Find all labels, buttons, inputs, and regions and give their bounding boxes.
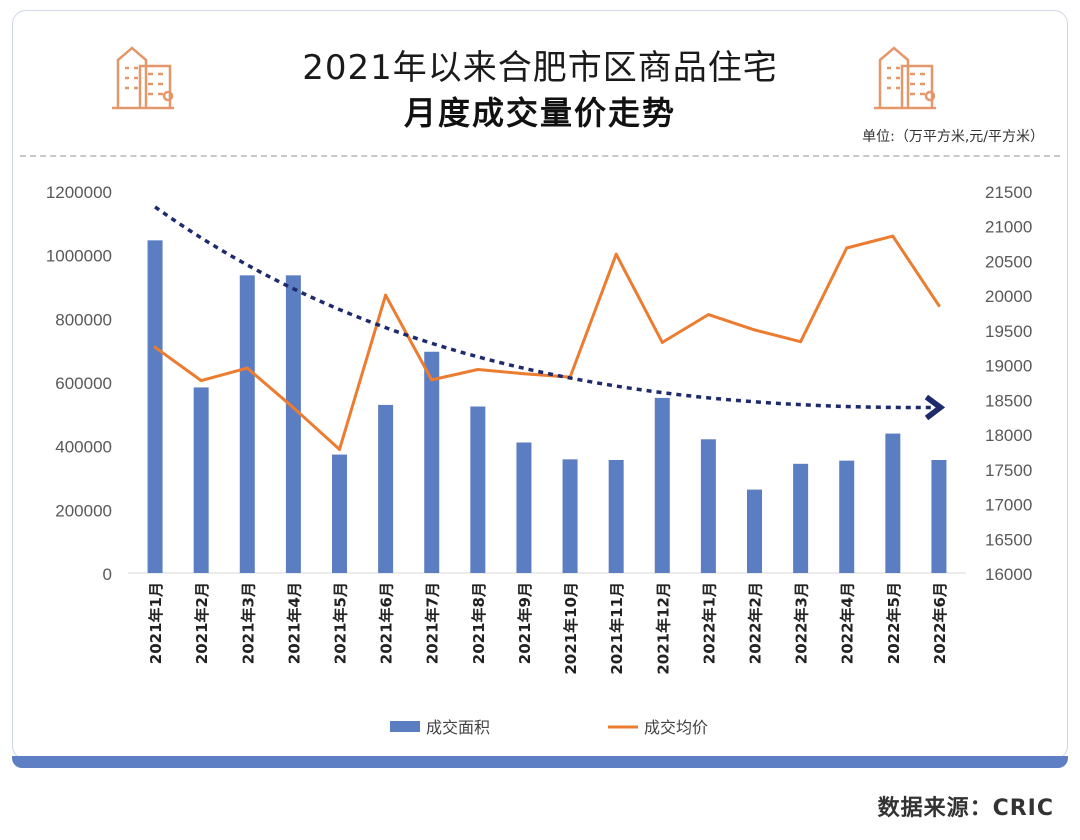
right-axis-tick-label: 20000 xyxy=(985,287,1032,306)
price-point-11 xyxy=(614,252,618,256)
right-axis-tick-label: 17500 xyxy=(985,461,1032,480)
right-axis-tick-label: 16500 xyxy=(985,530,1032,549)
combo-chart: 0 200000 400000 600000 800000 1000000 1200000 1… xyxy=(46,183,1032,737)
left-axis-tick-label: 200000 xyxy=(55,501,112,520)
bar-10 xyxy=(562,459,578,573)
right-axis-tick-label: 17000 xyxy=(985,496,1032,515)
bar-3 xyxy=(239,275,255,573)
x-tick-label: 2021年11月 xyxy=(608,582,626,675)
bar-16 xyxy=(839,460,855,573)
price-point-1 xyxy=(153,345,157,349)
price-line xyxy=(154,234,941,451)
bar-14 xyxy=(747,489,762,573)
x-tick-label: 2021年8月 xyxy=(470,582,488,664)
x-tick-label: 2022年3月 xyxy=(793,582,811,664)
header-divider xyxy=(20,155,1060,157)
right-axis-tick-label: 18500 xyxy=(985,391,1032,410)
left-axis-tick-label: 1200000 xyxy=(46,183,112,202)
chart-card xyxy=(12,10,1068,760)
price-point-5 xyxy=(338,447,341,451)
price-point-9 xyxy=(522,372,526,376)
bar-1 xyxy=(147,240,163,573)
x-tick-label: 2021年4月 xyxy=(285,582,303,664)
x-tick-label: 2021年1月 xyxy=(147,582,165,664)
bar-11 xyxy=(608,459,624,573)
chart-subtitle: 月度成交量价走势 xyxy=(403,94,676,132)
legend-label: 成交面积 xyxy=(426,718,490,737)
price-point-12 xyxy=(660,340,664,344)
x-tick-label: 2021年2月 xyxy=(193,582,211,664)
left-axis-tick-label: 800000 xyxy=(55,310,112,329)
bar-13 xyxy=(700,439,716,573)
price-point-6 xyxy=(384,293,388,297)
right-axis-tick-label: 20500 xyxy=(985,252,1032,271)
x-tick-label: 2021年9月 xyxy=(516,582,534,664)
right-axis-tick-label: 19000 xyxy=(985,357,1032,376)
bar-8 xyxy=(470,406,486,573)
price-point-16 xyxy=(845,246,849,250)
bar-18 xyxy=(931,459,947,573)
bar-6 xyxy=(378,404,394,573)
price-point-18 xyxy=(937,304,941,308)
bar-15 xyxy=(793,463,809,573)
bar-12 xyxy=(654,397,670,573)
bar-17 xyxy=(885,433,901,573)
x-tick-label: 2021年7月 xyxy=(424,582,442,664)
price-point-17 xyxy=(891,234,895,238)
left-axis-tick-label: 600000 xyxy=(55,374,112,393)
building-icon xyxy=(874,46,936,110)
x-tick-label: 2022年2月 xyxy=(747,582,765,664)
unit-label: 单位:（万平方米,元/平方米） xyxy=(862,129,1044,145)
right-axis-tick-label: 21000 xyxy=(985,218,1032,237)
legend-bar-swatch xyxy=(390,721,420,732)
price-point-4 xyxy=(291,406,295,410)
bar-7 xyxy=(424,351,440,573)
chart-title: 2021年以来合肥市区商品住宅 xyxy=(302,48,778,88)
x-tick-label: 2022年1月 xyxy=(700,582,718,664)
price-point-15 xyxy=(799,340,803,344)
bar-9 xyxy=(516,442,532,573)
right-axis-tick-label: 19500 xyxy=(985,322,1032,341)
building-icon xyxy=(112,46,174,110)
source-label: 数据来源：CRIC xyxy=(877,796,1054,821)
left-axis-tick-label: 400000 xyxy=(55,438,112,457)
price-point-8 xyxy=(476,367,480,371)
bar-2 xyxy=(193,387,209,573)
right-axis-tick-label: 18000 xyxy=(985,426,1032,445)
legend-label: 成交均价 xyxy=(644,718,708,737)
left-axis-tick-label: 0 xyxy=(103,565,112,584)
price-point-14 xyxy=(753,328,756,332)
x-tick-label: 2021年5月 xyxy=(332,582,350,664)
x-tick-label: 2021年10月 xyxy=(562,582,580,675)
x-tick-label: 2021年6月 xyxy=(378,582,396,664)
bar-5 xyxy=(332,454,347,573)
x-tick-label: 2022年5月 xyxy=(885,582,903,664)
card-bottom-band xyxy=(12,756,1068,768)
x-tick-label: 2022年6月 xyxy=(931,582,949,664)
x-tick-label: 2021年3月 xyxy=(239,582,257,664)
price-point-13 xyxy=(706,313,710,317)
left-axis-tick-label: 1000000 xyxy=(46,247,112,266)
right-axis-tick-label: 21500 xyxy=(985,183,1032,202)
price-point-2 xyxy=(199,379,203,383)
bar-4 xyxy=(285,275,301,573)
right-axis-tick-label: 16000 xyxy=(985,565,1032,584)
trend-arrow xyxy=(154,205,946,421)
price-point-3 xyxy=(245,366,249,370)
price-point-7 xyxy=(430,378,434,382)
x-tick-label: 2022年4月 xyxy=(839,582,857,664)
x-tick-label: 2021年12月 xyxy=(654,582,672,675)
